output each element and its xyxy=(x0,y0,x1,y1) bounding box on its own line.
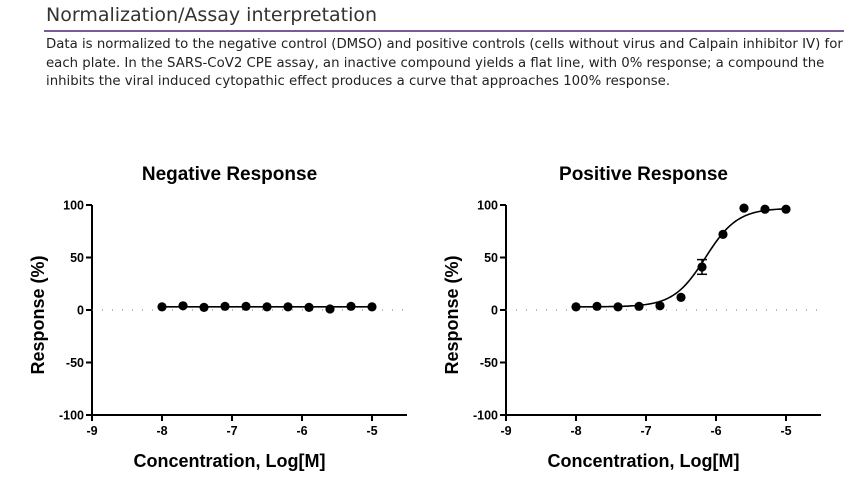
y-tick-label: -100 xyxy=(473,409,498,423)
data-point xyxy=(283,302,293,312)
x-tick-label: -8 xyxy=(570,424,581,438)
title-divider xyxy=(44,30,844,32)
x-tick-label: -9 xyxy=(500,424,511,438)
data-point xyxy=(367,302,377,312)
data-point xyxy=(634,301,644,311)
data-point xyxy=(781,204,791,214)
data-point xyxy=(325,304,335,314)
data-point xyxy=(220,301,230,311)
y-tick-label: 100 xyxy=(477,199,498,213)
data-point xyxy=(697,262,707,272)
x-tick-label: -7 xyxy=(640,424,651,438)
data-point xyxy=(178,301,188,311)
data-point xyxy=(199,302,209,312)
positive-response-chart: Positive Response 100 50 0 -50 -100-9 -8 -7 -6 -5… xyxy=(442,164,821,471)
section-title: Normalization/Assay interpretation xyxy=(46,4,378,26)
y-tick-label: 0 xyxy=(491,304,498,318)
data-point xyxy=(241,301,251,311)
x-tick-label: -5 xyxy=(366,424,377,438)
chart-title: Positive Response xyxy=(559,164,728,185)
x-tick-label: -5 xyxy=(780,424,791,438)
data-point xyxy=(571,302,581,312)
data-point xyxy=(157,302,167,312)
negative-response-chart: Negative Response 100 50 0 -50 -100-9 -8 -7 -6 -5… xyxy=(28,164,407,471)
data-point xyxy=(262,302,272,312)
y-axis-label: Response (%) xyxy=(28,255,48,374)
y-tick-label: 100 xyxy=(63,199,84,213)
data-point xyxy=(718,229,728,239)
x-tick-label: -6 xyxy=(296,424,307,438)
y-tick-label: -50 xyxy=(66,356,84,370)
y-tick-label: 50 xyxy=(70,251,84,265)
data-point xyxy=(760,204,770,214)
y-axis-label: Response (%) xyxy=(442,255,462,374)
chart-title: Negative Response xyxy=(142,164,317,185)
data-point xyxy=(676,292,686,302)
data-point xyxy=(346,301,356,311)
x-tick-label: -9 xyxy=(86,424,97,438)
data-point xyxy=(655,301,665,311)
fit-curve xyxy=(576,207,787,308)
data-point xyxy=(739,203,749,213)
data-point xyxy=(613,302,623,312)
x-axis-label: Concentration, Log[M] xyxy=(548,451,740,471)
x-tick-label: -6 xyxy=(710,424,721,438)
x-tick-label: -8 xyxy=(156,424,167,438)
data-point xyxy=(592,301,602,311)
y-tick-label: 0 xyxy=(77,304,84,318)
section-description: Data is normalized to the negative contr… xyxy=(46,37,843,89)
x-tick-label: -7 xyxy=(226,424,237,438)
y-tick-label: -50 xyxy=(480,356,498,370)
y-tick-label: 50 xyxy=(484,251,498,265)
y-tick-label: -100 xyxy=(59,409,84,423)
data-point xyxy=(304,302,314,312)
x-axis-label: Concentration, Log[M] xyxy=(134,451,326,471)
